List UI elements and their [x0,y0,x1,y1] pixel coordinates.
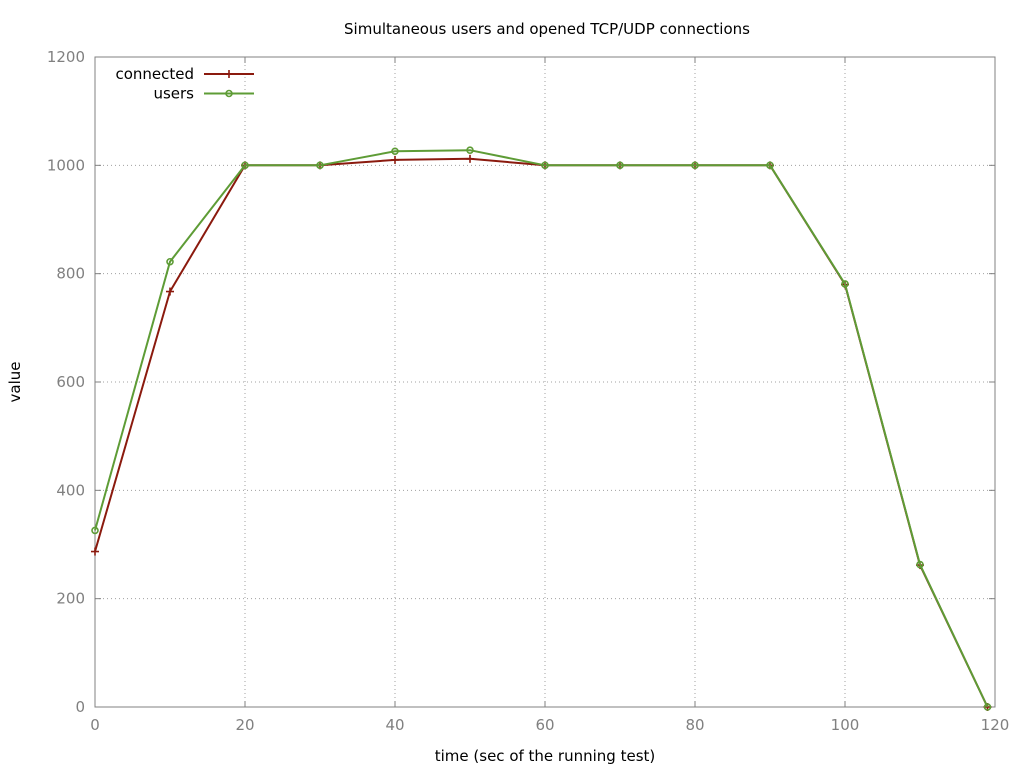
y-tick-label: 0 [75,698,85,716]
data-point-users [616,161,624,170]
data-point-connected [91,547,99,556]
y-tick-label: 1000 [47,156,85,174]
x-tick-label: 120 [981,716,1010,734]
data-point-users [166,257,174,266]
data-point-users [841,280,849,288]
legend-label-connected: connected [115,65,194,83]
x-tick-label: 80 [685,716,704,734]
chart-title: Simultaneous users and opened TCP/UDP co… [344,20,750,38]
y-axis: 0 200 400 600 800 1000 1200 [47,48,995,716]
data-point-users [241,161,249,170]
x-axis: 0 20 40 60 80 100 120 [90,57,1009,734]
y-tick-label: 800 [56,265,85,283]
data-point-users [916,560,924,569]
y-axis-label: value [6,362,24,403]
data-point-users [466,146,474,154]
data-point-users [316,161,324,170]
y-tick-label: 400 [56,481,85,499]
legend-marker-users [225,89,233,98]
data-point-users [91,526,99,535]
y-tick-label: 1200 [47,48,85,66]
data-point-users [391,147,399,156]
x-tick-label: 20 [235,716,254,734]
data-point-users [541,161,549,170]
series-line-connected [94,157,989,708]
y-tick-label: 200 [56,590,85,608]
x-tick-label: 60 [535,716,554,734]
series-users [91,146,992,711]
data-point-users [691,161,699,170]
legend-label-users: users [153,85,194,103]
series-layer [91,146,992,711]
series-line-users [94,149,989,708]
y-tick-label: 600 [56,373,85,391]
x-tick-label: 40 [385,716,404,734]
series-connected [91,154,992,711]
x-axis-label: time (sec of the running test) [435,747,656,765]
data-point-connected [466,154,474,163]
x-tick-label: 0 [90,716,100,734]
data-point-connected [391,155,399,164]
legend-marker-connected [225,70,233,78]
grid [95,57,995,707]
data-point-connected [166,287,174,296]
legend: connected users [115,65,254,103]
data-point-users [766,161,774,170]
x-tick-label: 100 [831,716,860,734]
data-point-users [983,703,992,711]
